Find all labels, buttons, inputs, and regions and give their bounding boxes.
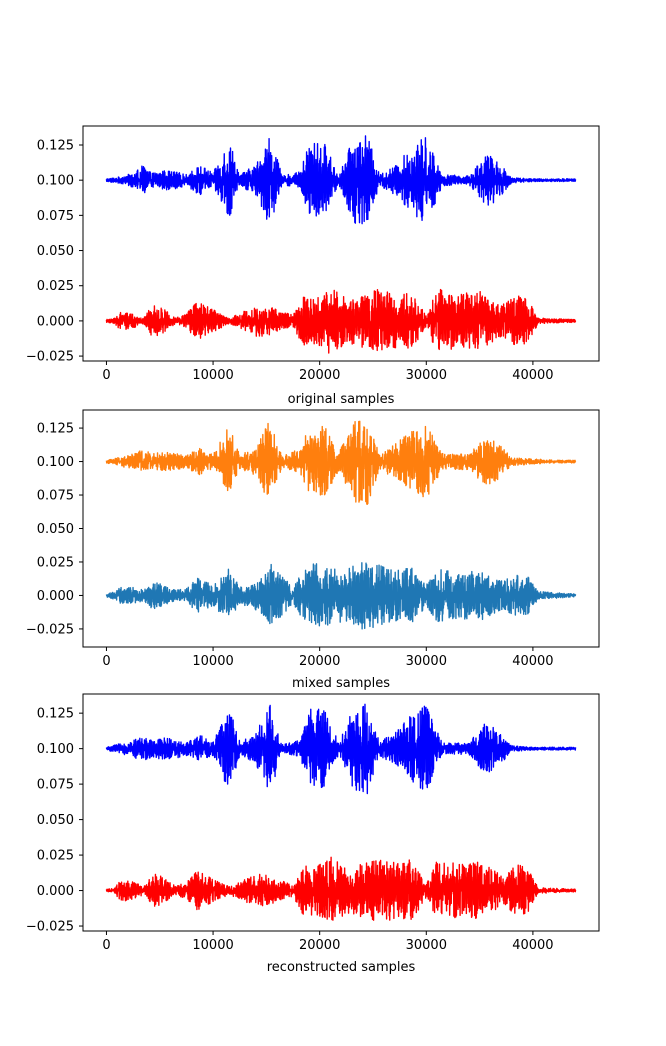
x-tick-label: 30000 — [406, 938, 447, 953]
xlabel-original-samples: original samples — [288, 392, 395, 407]
series-line-2 — [105, 562, 577, 630]
y-tick-label: 0.050 — [37, 522, 74, 537]
x-tick-label: 20000 — [299, 368, 340, 383]
panel-reconstructed-samples: reconstructed samples 0 10000 20000 30000 40… — [26, 693, 600, 975]
panel-mixed-samples: mixed samples 0 10000 20000 30000 40000 −0.02… — [26, 409, 600, 691]
plot-area — [105, 420, 577, 630]
x-tick-label: 10000 — [192, 368, 233, 383]
y-tick-label: 0.050 — [37, 244, 74, 259]
y-tick-label: 0.100 — [37, 742, 74, 757]
x-tick-label: 0 — [102, 938, 110, 953]
plot-area — [105, 135, 577, 354]
y-tick-label: 0.100 — [37, 174, 74, 189]
y-tick-label: 0.000 — [37, 884, 74, 899]
y-tick-label: −0.025 — [26, 622, 74, 637]
x-tick-label: 30000 — [406, 654, 447, 669]
x-tick-label: 40000 — [512, 654, 553, 669]
x-tick-label: 10000 — [192, 654, 233, 669]
series-line-2 — [105, 856, 577, 921]
y-tick-label: 0.075 — [37, 489, 74, 504]
y-tick-label: 0.125 — [37, 422, 74, 437]
y-tick-label: 0.000 — [37, 589, 74, 604]
y-tick-label: 0.075 — [37, 778, 74, 793]
y-tick-label: 0.075 — [37, 209, 74, 224]
series-line-1 — [105, 135, 577, 225]
axes-frame — [82, 693, 600, 932]
y-tick-label: 0.100 — [37, 455, 74, 470]
y-tick-label: −0.025 — [26, 350, 74, 365]
xlabel-mixed-samples: mixed samples — [292, 676, 390, 691]
series-line-1 — [105, 703, 577, 795]
x-tick-label: 20000 — [299, 938, 340, 953]
x-tick-label: 10000 — [192, 938, 233, 953]
y-tick-label: 0.025 — [37, 555, 74, 570]
y-tick-label: 0.000 — [37, 314, 74, 329]
x-tick-label: 40000 — [512, 938, 553, 953]
x-tick-label: 0 — [102, 654, 110, 669]
x-tick-label: 20000 — [299, 654, 340, 669]
y-tick-label: 0.125 — [37, 138, 74, 153]
y-tick-label: 0.025 — [37, 279, 74, 294]
xlabel-reconstructed-samples: reconstructed samples — [267, 960, 416, 975]
y-tick-label: 0.125 — [37, 707, 74, 722]
plot-area — [105, 703, 577, 921]
y-tick-label: 0.025 — [37, 849, 74, 864]
x-tick-label: 40000 — [512, 368, 553, 383]
series-line-2 — [105, 288, 577, 354]
y-tick-label: −0.025 — [26, 920, 74, 935]
series-line-1 — [105, 420, 577, 505]
x-tick-label: 30000 — [406, 368, 447, 383]
axes-frame — [82, 125, 600, 362]
x-tick-label: 0 — [102, 368, 110, 383]
y-tick-label: 0.050 — [37, 813, 74, 828]
panel-original-samples: original samples 0 10000 20000 30000 40000 −0… — [26, 125, 600, 407]
